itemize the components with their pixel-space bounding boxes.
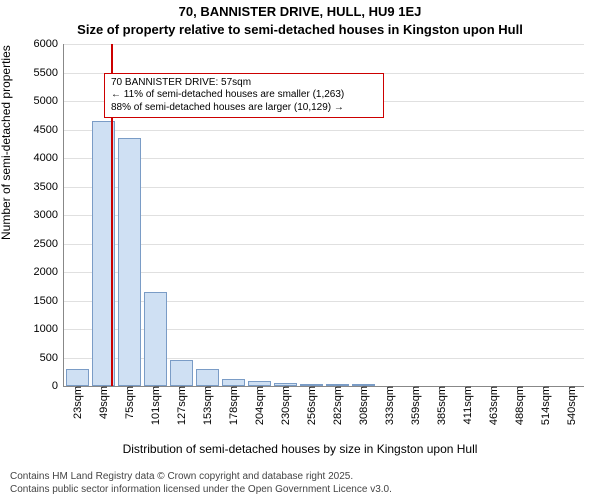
y-tick-label: 6000 xyxy=(34,38,64,50)
x-tick-label: 23sqm xyxy=(70,386,84,419)
y-tick-label: 5500 xyxy=(34,67,64,79)
y-tick-label: 500 xyxy=(40,352,64,364)
bar xyxy=(118,138,141,386)
x-tick-label: 75sqm xyxy=(122,386,136,419)
y-tick-label: 2500 xyxy=(34,238,64,250)
y-tick-label: 3500 xyxy=(34,181,64,193)
x-tick-label: 385sqm xyxy=(434,386,448,425)
x-tick-label: 463sqm xyxy=(486,386,500,425)
gridline xyxy=(64,215,584,216)
x-tick-label: 256sqm xyxy=(304,386,318,425)
x-tick-label: 540sqm xyxy=(564,386,578,425)
callout-line: 70 BANNISTER DRIVE: 57sqm xyxy=(111,77,377,90)
footer-line-2: Contains public sector information licen… xyxy=(10,484,590,497)
bar xyxy=(66,369,89,386)
bar xyxy=(170,360,193,386)
y-tick-label: 1500 xyxy=(34,295,64,307)
gridline xyxy=(64,187,584,188)
x-tick-label: 101sqm xyxy=(148,386,162,425)
bar xyxy=(196,369,219,386)
y-tick-label: 4500 xyxy=(34,124,64,136)
bar xyxy=(222,379,245,386)
gridline xyxy=(64,272,584,273)
plot-area: 0500100015002000250030003500400045005000… xyxy=(63,44,584,387)
x-tick-label: 127sqm xyxy=(174,386,188,425)
y-tick-label: 5000 xyxy=(34,95,64,107)
y-tick-label: 4000 xyxy=(34,152,64,164)
chart-root: 70, BANNISTER DRIVE, HULL, HU9 1EJ Size … xyxy=(0,0,600,500)
gridline xyxy=(64,358,584,359)
attribution-footer: Contains HM Land Registry data © Crown c… xyxy=(10,471,590,496)
x-tick-label: 282sqm xyxy=(330,386,344,425)
y-axis-label: Number of semi-detached properties xyxy=(0,45,13,240)
x-tick-label: 411sqm xyxy=(460,386,474,424)
gridline xyxy=(64,130,584,131)
property-callout: 70 BANNISTER DRIVE: 57sqm← 11% of semi-d… xyxy=(104,73,384,119)
y-tick-label: 3000 xyxy=(34,209,64,221)
gridline xyxy=(64,329,584,330)
x-tick-label: 514sqm xyxy=(538,386,552,425)
y-tick-label: 1000 xyxy=(34,323,64,335)
bar xyxy=(144,292,167,386)
y-tick-label: 0 xyxy=(52,380,64,392)
x-axis-label: Distribution of semi-detached houses by … xyxy=(0,442,600,456)
gridline xyxy=(64,301,584,302)
y-tick-label: 2000 xyxy=(34,266,64,278)
callout-line: 88% of semi-detached houses are larger (… xyxy=(111,102,377,115)
x-tick-label: 178sqm xyxy=(226,386,240,425)
x-tick-label: 49sqm xyxy=(96,386,110,419)
gridline xyxy=(64,244,584,245)
footer-line-1: Contains HM Land Registry data © Crown c… xyxy=(10,471,590,484)
chart-title-line2: Size of property relative to semi-detach… xyxy=(0,22,600,37)
gridline xyxy=(64,158,584,159)
x-tick-label: 359sqm xyxy=(408,386,422,425)
gridline xyxy=(64,44,584,45)
x-tick-label: 230sqm xyxy=(278,386,292,425)
x-tick-label: 308sqm xyxy=(356,386,370,425)
x-tick-label: 488sqm xyxy=(512,386,526,425)
chart-title-line1: 70, BANNISTER DRIVE, HULL, HU9 1EJ xyxy=(0,4,600,19)
callout-line: ← 11% of semi-detached houses are smalle… xyxy=(111,89,377,102)
x-tick-label: 204sqm xyxy=(252,386,266,425)
x-tick-label: 333sqm xyxy=(382,386,396,425)
x-tick-label: 153sqm xyxy=(200,386,214,425)
